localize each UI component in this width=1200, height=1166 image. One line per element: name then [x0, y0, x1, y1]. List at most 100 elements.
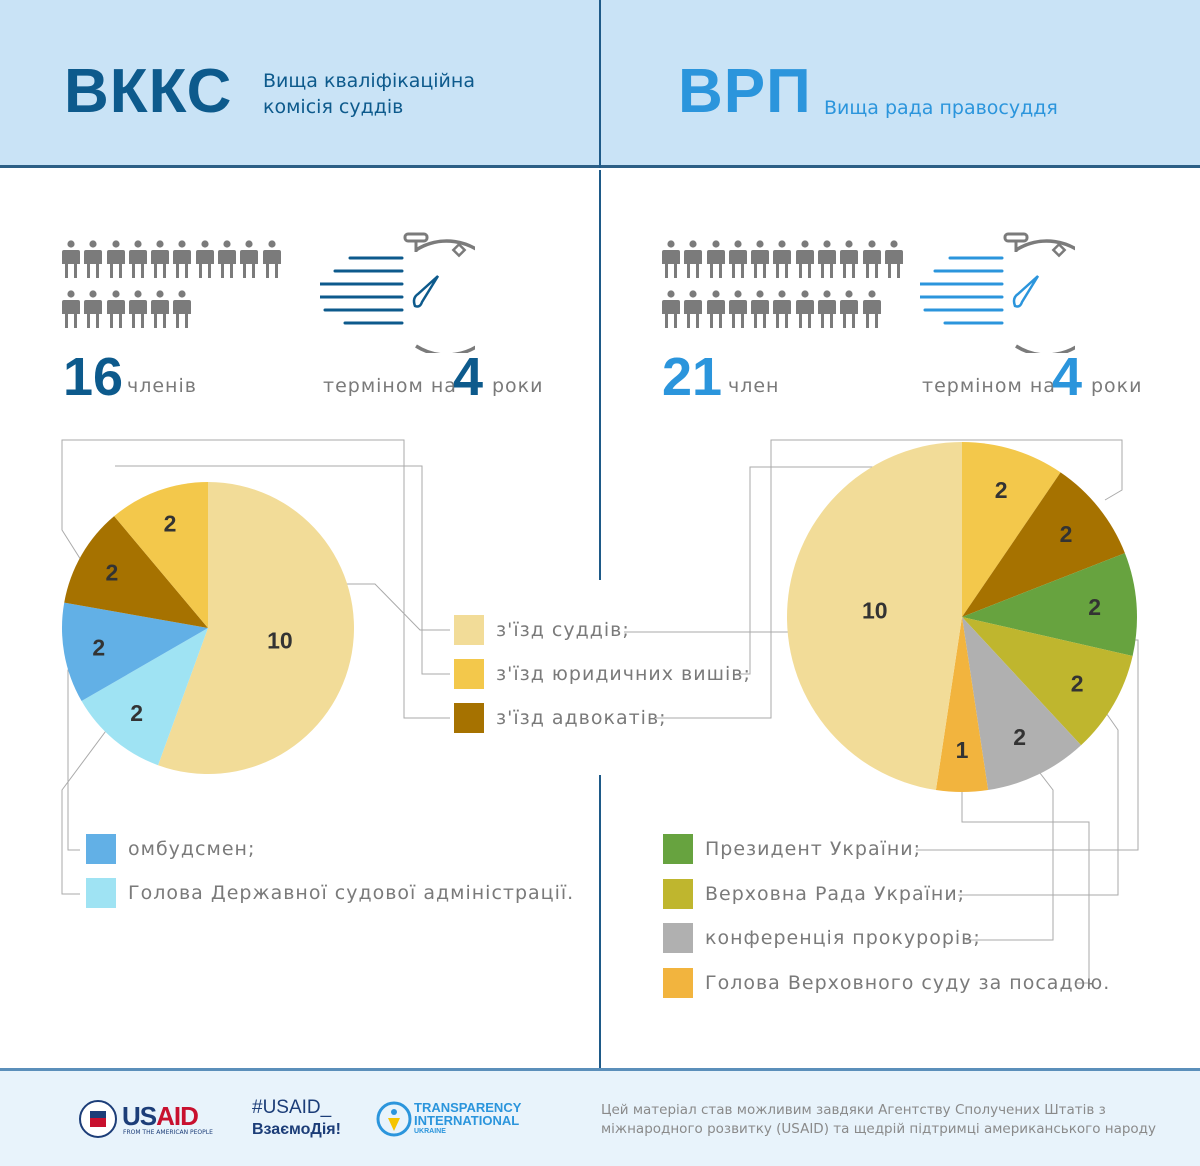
left-full-line2: комісія суддів: [263, 96, 404, 118]
hashtag: #USAID_: [252, 1097, 332, 1118]
pie-slice: [114, 482, 208, 628]
transparency-international-logo: [376, 1101, 412, 1137]
left-term-suffix: роки: [492, 375, 544, 397]
slice-value-label: 2: [164, 511, 177, 537]
legend-item: з'їзд адвокатів;: [454, 703, 667, 733]
left-full-name: Вища кваліфікаційна комісія суддів: [263, 68, 475, 120]
pie-slice: [158, 482, 354, 775]
legend-item: Голова Верховного суду за посадою.: [663, 967, 1110, 998]
slice-value-label: 10: [862, 597, 888, 623]
slice-value-label: 2: [92, 634, 105, 660]
person-icon: [751, 290, 770, 328]
person-icon: [884, 240, 903, 278]
slice-value-label: 2: [995, 477, 1008, 503]
slice-value-label: 2: [1088, 594, 1101, 620]
person-icon: [840, 290, 859, 328]
person-icon: [173, 240, 192, 278]
pie-slice: [935, 617, 989, 792]
pie-slice: [962, 617, 1082, 791]
legend-label: конференція прокурорів;: [705, 927, 981, 949]
pie-slice: [962, 553, 1137, 656]
ti-line3: UKRAINE: [414, 1128, 446, 1135]
legend-swatch: [454, 615, 484, 645]
person-icon: [84, 290, 103, 328]
pie-slice: [962, 472, 1125, 617]
pie-slice: [64, 516, 208, 628]
stopwatch-icon: [320, 232, 475, 353]
person-icon: [662, 290, 680, 328]
person-icon: [662, 240, 680, 278]
slice-value-label: 2: [1013, 724, 1026, 750]
person-icon: [795, 290, 814, 328]
person-icon: [795, 240, 814, 278]
legend-label: Верховна Рада України;: [705, 882, 966, 905]
usaid-tagline: FROM THE AMERICAN PEOPLE: [123, 1129, 213, 1136]
pie-slice: [962, 442, 1061, 617]
left-abbr: ВККС: [64, 57, 233, 126]
person-icon: [106, 240, 125, 278]
person-icon: [151, 240, 170, 278]
person-icon: [840, 240, 859, 278]
left-people-icons: [62, 240, 285, 330]
person-icon: [195, 240, 214, 278]
person-icon: [818, 290, 837, 328]
legend-swatch: [663, 967, 693, 998]
pie-slice: [787, 442, 962, 791]
person-icon: [128, 240, 147, 278]
person-icon: [240, 240, 259, 278]
legend-label: з'їзд юридичних вишів;: [496, 663, 751, 685]
legend-item: конференція прокурорів;: [663, 923, 981, 953]
right-members-count: 21: [662, 347, 723, 407]
funding-note: Цей матеріал став можливим завдяки Агент…: [601, 1101, 1156, 1139]
person-icon: [62, 290, 80, 328]
person-icon: [173, 290, 192, 328]
legend-swatch: [663, 923, 693, 953]
slice-value-label: 2: [130, 700, 143, 726]
slice-value-label: 1: [956, 737, 969, 763]
left-members-label: членів: [127, 375, 197, 397]
legend-label: з'їзд суддів;: [496, 619, 630, 641]
right-term-suffix: роки: [1091, 375, 1143, 397]
person-icon: [151, 290, 170, 328]
person-icon: [706, 240, 725, 278]
pie-slice: [81, 628, 208, 766]
slice-value-label: 2: [1060, 521, 1073, 547]
legend-swatch: [454, 703, 484, 733]
person-icon: [106, 290, 125, 328]
person-icon: [773, 290, 792, 328]
legend-label: Голова Державної судової адміністрації.: [128, 882, 575, 904]
usaid-logo: USAID: [122, 1101, 199, 1131]
ti-line1: TRANSPARENCY: [414, 1100, 522, 1115]
person-icon: [862, 240, 881, 278]
left-full-line1: Вища кваліфікаційна: [263, 70, 475, 92]
legend-swatch: [86, 878, 116, 908]
pie-slice: [962, 617, 1133, 746]
funding-note-line2: міжнародного розвитку (USAID) та щедрій …: [601, 1121, 1157, 1137]
pie-slice: [61, 602, 208, 701]
left-term-prefix: терміном на: [323, 375, 457, 397]
divider: [599, 0, 601, 168]
left-members-count: 16: [63, 347, 124, 407]
legend-item: омбудсмен;: [86, 834, 255, 864]
divider: [599, 775, 601, 1068]
person-icon: [262, 240, 281, 278]
person-icon: [84, 240, 103, 278]
slice-value-label: 2: [1071, 671, 1084, 697]
right-full-name: Вища рада правосуддя: [824, 97, 1058, 119]
legend-item: Верховна Рада України;: [663, 878, 966, 909]
person-icon: [218, 240, 237, 278]
right-term-value: 4: [1052, 347, 1083, 407]
legend-item: Президент України;: [663, 834, 921, 864]
legend-label: омбудсмен;: [128, 838, 256, 860]
right-abbr: ВРП: [678, 57, 812, 126]
ti-line2: INTERNATIONAL: [414, 1113, 520, 1128]
right-term-prefix: терміном на: [922, 375, 1056, 397]
slice-value-label: 10: [267, 628, 293, 654]
left-term-value: 4: [453, 347, 484, 407]
person-icon: [706, 290, 725, 328]
stopwatch-icon: [920, 232, 1075, 353]
right-members-label: член: [728, 375, 780, 397]
pie-charts: 10 2 2 2 2 2 2 2 2 2 1 10: [61, 439, 1139, 984]
slice-value-label: 2: [106, 560, 119, 586]
divider: [599, 170, 601, 580]
